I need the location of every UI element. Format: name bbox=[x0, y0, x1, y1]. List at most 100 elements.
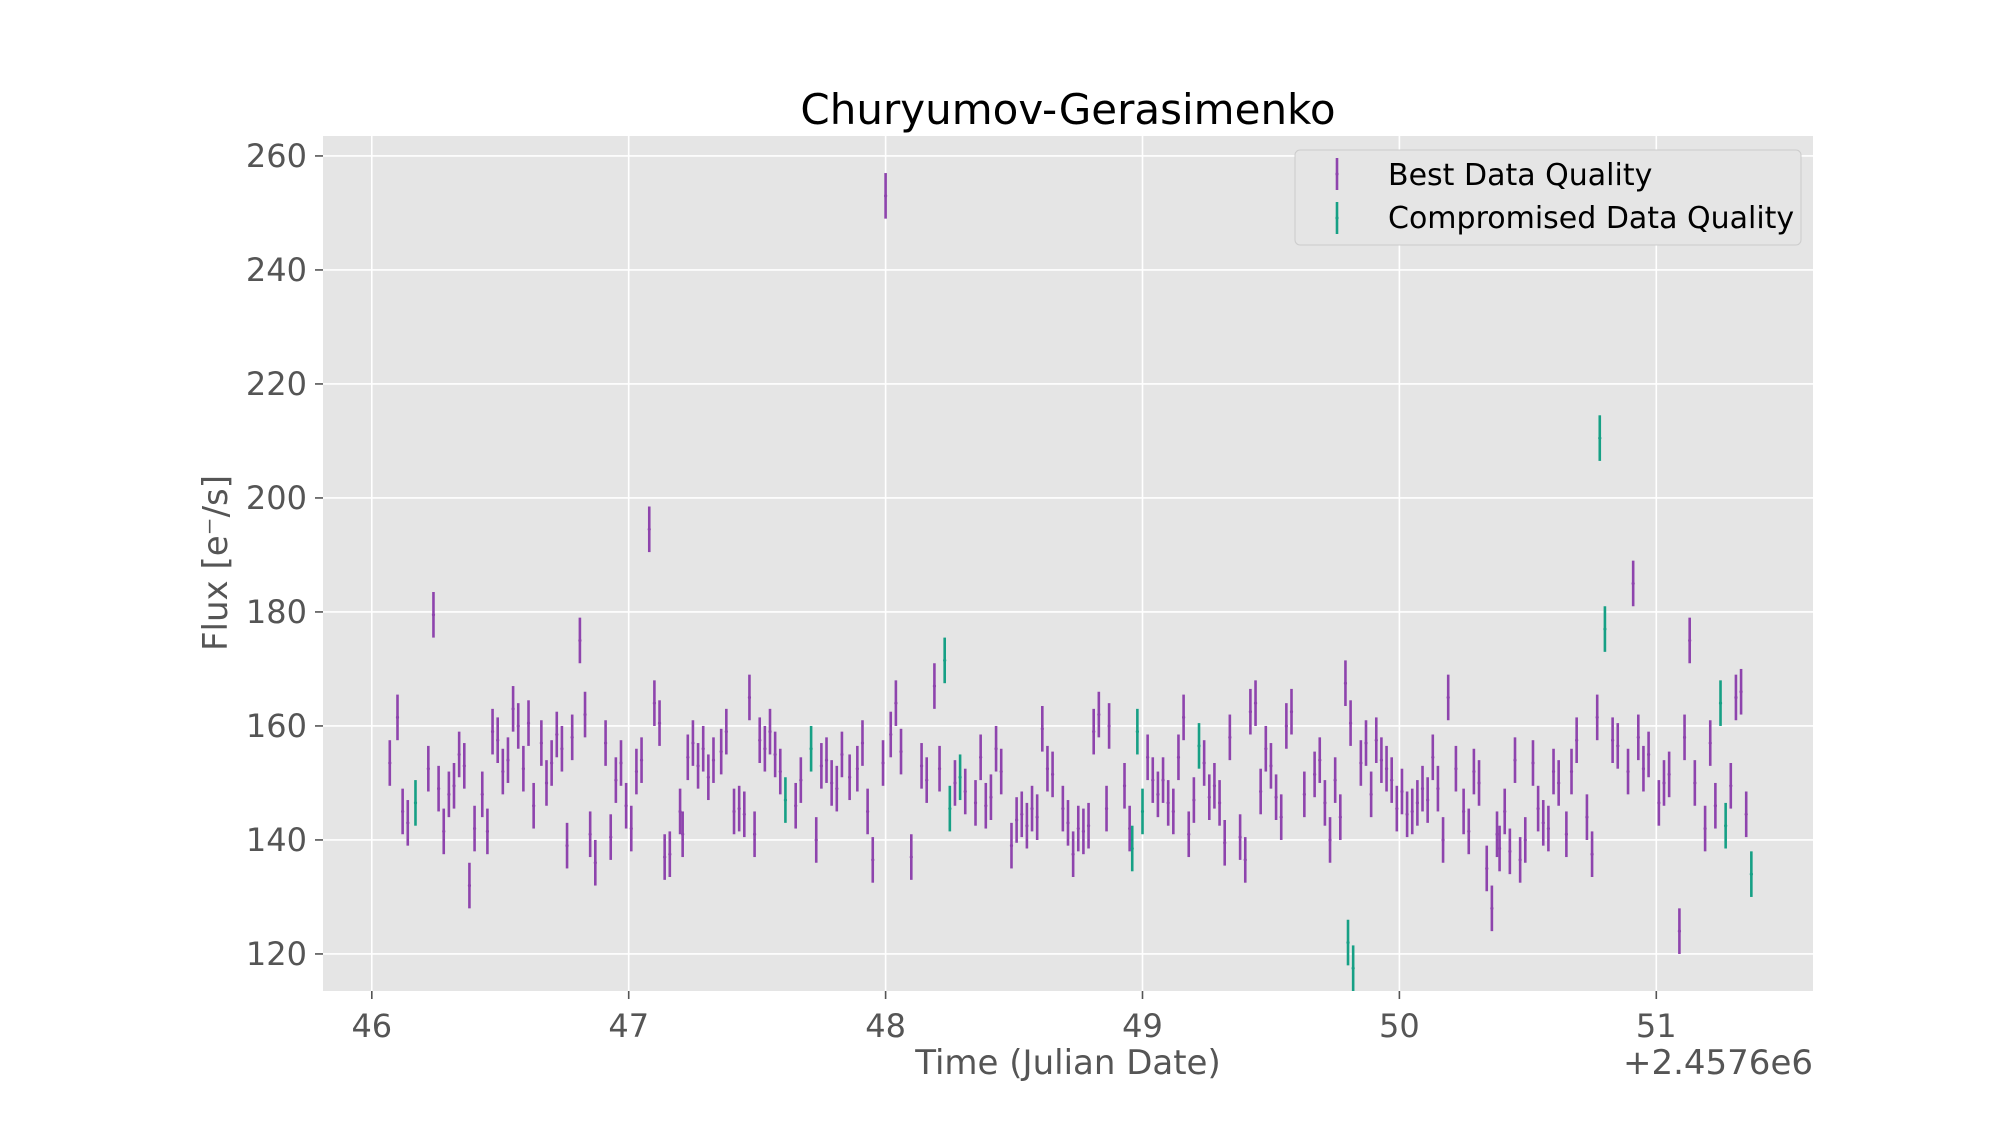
data-point-marker bbox=[1035, 815, 1039, 819]
data-point-marker bbox=[1238, 835, 1242, 839]
data-point-marker bbox=[501, 769, 505, 774]
data-point-marker bbox=[1436, 787, 1440, 791]
data-point-marker bbox=[1187, 832, 1191, 836]
data-point-marker bbox=[1390, 778, 1394, 782]
data-point-marker bbox=[431, 613, 436, 617]
data-point-marker bbox=[819, 764, 823, 768]
x-axis-label: Time (Julian Date) bbox=[914, 1043, 1220, 1083]
data-point-marker bbox=[794, 804, 798, 808]
series-best bbox=[388, 173, 1748, 954]
y-tick-label: 140 bbox=[246, 821, 307, 859]
y-tick-label: 220 bbox=[246, 365, 307, 403]
data-point-marker bbox=[1176, 755, 1181, 759]
data-points bbox=[388, 173, 1753, 991]
data-point-marker bbox=[1616, 744, 1620, 748]
data-point-marker bbox=[1061, 807, 1065, 811]
data-point-marker bbox=[1212, 784, 1217, 788]
data-point-marker bbox=[437, 787, 441, 791]
data-point-marker bbox=[1641, 767, 1646, 771]
data-point-marker bbox=[773, 752, 777, 757]
y-tick-label: 120 bbox=[246, 935, 307, 973]
data-point-marker bbox=[909, 855, 913, 859]
data-point-marker bbox=[732, 809, 736, 814]
data-point-marker bbox=[1302, 792, 1306, 796]
data-point-marker bbox=[442, 829, 446, 834]
data-point-marker bbox=[1346, 940, 1350, 945]
data-point-marker bbox=[1420, 787, 1425, 791]
data-point-marker bbox=[1071, 852, 1075, 856]
data-point-marker bbox=[1097, 712, 1101, 717]
data-point-marker bbox=[657, 721, 662, 725]
data-point-marker bbox=[467, 883, 472, 888]
data-point-marker bbox=[799, 778, 803, 782]
data-point-marker bbox=[462, 764, 466, 768]
x-tick-label: 49 bbox=[1122, 1007, 1163, 1045]
data-point-marker bbox=[814, 838, 818, 842]
x-axis-offset-label: +2.4576e6 bbox=[1623, 1043, 1813, 1083]
data-point-marker bbox=[1454, 767, 1458, 771]
data-point-marker bbox=[701, 747, 705, 751]
data-point-marker bbox=[565, 844, 569, 848]
data-point-marker bbox=[871, 858, 875, 862]
data-point-marker bbox=[1248, 710, 1252, 714]
data-point-marker bbox=[609, 835, 613, 839]
data-point-marker bbox=[1531, 761, 1535, 765]
data-point-marker bbox=[1202, 761, 1206, 765]
data-point-marker bbox=[686, 755, 690, 759]
data-point-marker bbox=[1569, 769, 1574, 774]
data-point-marker bbox=[1426, 798, 1430, 802]
data-point-marker bbox=[711, 758, 716, 762]
x-tick-label: 46 bbox=[351, 1007, 392, 1045]
data-point-marker bbox=[1508, 849, 1512, 853]
data-point-marker bbox=[1104, 807, 1109, 811]
data-point-marker bbox=[1631, 581, 1635, 586]
data-point-marker bbox=[889, 732, 893, 737]
data-point-marker bbox=[1503, 809, 1507, 814]
data-point-marker bbox=[619, 761, 623, 765]
data-point-marker bbox=[1081, 829, 1086, 834]
data-point-marker bbox=[994, 747, 998, 751]
data-point-marker bbox=[1546, 826, 1550, 831]
data-point-marker bbox=[1744, 812, 1748, 816]
x-tick-label: 51 bbox=[1636, 1007, 1677, 1045]
data-point-marker bbox=[1086, 824, 1091, 828]
data-point-marker bbox=[1490, 906, 1494, 910]
data-point-marker bbox=[1536, 807, 1540, 811]
data-point-marker bbox=[1485, 866, 1489, 871]
data-point-marker bbox=[1228, 735, 1232, 739]
data-point-marker bbox=[1518, 858, 1522, 862]
data-point-marker bbox=[663, 855, 667, 859]
data-point-marker bbox=[1369, 792, 1373, 796]
data-point-marker bbox=[678, 809, 682, 814]
data-point-marker bbox=[848, 775, 852, 779]
data-point-marker bbox=[1351, 966, 1355, 970]
data-point-marker bbox=[1343, 681, 1348, 685]
data-point-marker bbox=[1636, 735, 1640, 739]
data-point-marker bbox=[973, 801, 978, 805]
data-point-marker bbox=[1472, 769, 1476, 774]
data-point-marker bbox=[1269, 764, 1273, 768]
data-point-marker bbox=[401, 809, 405, 814]
data-point-marker bbox=[742, 812, 746, 816]
data-point-marker bbox=[1259, 789, 1263, 794]
data-point-marker bbox=[1541, 821, 1545, 825]
data-point-marker bbox=[1724, 824, 1728, 828]
data-point-marker bbox=[1441, 838, 1445, 842]
data-point-marker bbox=[1677, 929, 1682, 933]
y-tick-label: 160 bbox=[246, 707, 307, 745]
data-point-marker bbox=[1279, 815, 1283, 819]
data-point-marker bbox=[1713, 804, 1717, 808]
data-point-marker bbox=[809, 747, 813, 751]
data-point-marker bbox=[490, 730, 495, 734]
data-point-marker bbox=[1749, 872, 1753, 876]
data-point-marker bbox=[1253, 701, 1258, 705]
data-point-marker bbox=[1197, 744, 1201, 748]
data-point-marker bbox=[1207, 795, 1211, 799]
data-point-marker bbox=[1667, 772, 1671, 777]
data-point-marker bbox=[881, 761, 885, 765]
data-point-marker bbox=[830, 781, 834, 785]
data-point-marker bbox=[783, 798, 788, 802]
data-point-marker bbox=[855, 767, 859, 771]
data-point-marker bbox=[1166, 801, 1170, 805]
